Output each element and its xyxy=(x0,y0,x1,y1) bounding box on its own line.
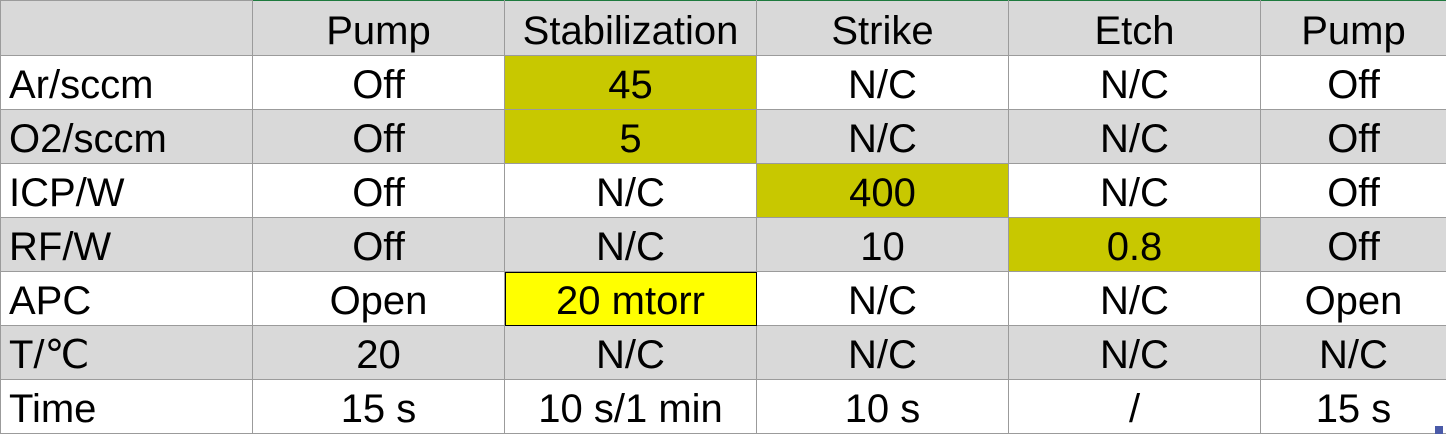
table-row-time: Time 15 s 10 s/1 min 10 s / 15 s xyxy=(0,379,1446,434)
table-cell[interactable]: 15 s xyxy=(1260,379,1446,434)
table-cell[interactable]: Off xyxy=(1260,163,1446,218)
table-cell[interactable]: 15 s xyxy=(252,379,505,434)
table-cell[interactable]: N/C xyxy=(504,163,757,218)
table-cell[interactable]: N/C xyxy=(1008,325,1261,380)
header-pump-2-cell[interactable]: Pump xyxy=(1260,0,1446,56)
table-cell[interactable]: N/C xyxy=(504,217,757,272)
table-cell[interactable]: Open xyxy=(1260,271,1446,326)
table-row-apc: APC Open 20 mtorr N/C N/C Open xyxy=(0,271,1446,326)
table-cell[interactable]: N/C xyxy=(1008,271,1261,326)
header-pump-cell[interactable]: Pump xyxy=(252,0,505,56)
table-row-rf: RF/W Off N/C 10 0.8 Off xyxy=(0,217,1446,272)
table-cell[interactable]: Off xyxy=(252,163,505,218)
table-cell[interactable]: 20 xyxy=(252,325,505,380)
table-cell[interactable]: Off xyxy=(1260,217,1446,272)
row-label-cell[interactable]: Time xyxy=(0,379,253,434)
table-row-temp: T/℃ 20 N/C N/C N/C N/C xyxy=(0,325,1446,380)
table-cell[interactable]: N/C xyxy=(1008,163,1261,218)
table-cell[interactable]: Off xyxy=(252,55,505,110)
header-strike-cell[interactable]: Strike xyxy=(756,0,1009,56)
table-cell[interactable]: 10 xyxy=(756,217,1009,272)
row-label-cell[interactable]: RF/W xyxy=(0,217,253,272)
row-label-cell[interactable]: T/℃ xyxy=(0,325,253,380)
highlighted-cell[interactable]: 20 mtorr xyxy=(504,271,757,326)
table-row-icp: ICP/W Off N/C 400 N/C Off xyxy=(0,163,1446,218)
table-cell[interactable]: N/C xyxy=(1260,325,1446,380)
table-cell[interactable]: N/C xyxy=(1008,109,1261,164)
table-cell[interactable]: 10 s/1 min xyxy=(504,379,757,434)
table-cell[interactable]: N/C xyxy=(756,55,1009,110)
header-etch-cell[interactable]: Etch xyxy=(1008,0,1261,56)
row-label-cell[interactable]: APC xyxy=(0,271,253,326)
table-cell[interactable]: Open xyxy=(252,271,505,326)
header-stabilization-cell[interactable]: Stabilization xyxy=(504,0,757,56)
header-corner-cell[interactable] xyxy=(0,0,253,56)
table-cell[interactable]: N/C xyxy=(756,271,1009,326)
row-label-cell[interactable]: ICP/W xyxy=(0,163,253,218)
table-cell[interactable]: Off xyxy=(252,109,505,164)
table-cell[interactable]: N/C xyxy=(756,325,1009,380)
row-label-cell[interactable]: Ar/sccm xyxy=(0,55,253,110)
highlighted-cell[interactable]: 400 xyxy=(756,163,1009,218)
table-cell[interactable]: Off xyxy=(1260,55,1446,110)
highlighted-cell[interactable]: 5 xyxy=(504,109,757,164)
header-row: Pump Stabilization Strike Etch Pump xyxy=(0,0,1446,56)
table-cell[interactable]: 10 s xyxy=(756,379,1009,434)
table-row-ar: Ar/sccm Off 45 N/C N/C Off xyxy=(0,55,1446,110)
highlighted-cell[interactable]: 0.8 xyxy=(1008,217,1261,272)
table-cell[interactable]: / xyxy=(1008,379,1261,434)
fill-handle-icon[interactable] xyxy=(1435,426,1443,434)
table-cell[interactable]: N/C xyxy=(1008,55,1261,110)
table-cell[interactable]: Off xyxy=(252,217,505,272)
table-cell[interactable]: Off xyxy=(1260,109,1446,164)
table-row-o2: O2/sccm Off 5 N/C N/C Off xyxy=(0,109,1446,164)
row-label-cell[interactable]: O2/sccm xyxy=(0,109,253,164)
highlighted-cell[interactable]: 45 xyxy=(504,55,757,110)
table-cell[interactable]: N/C xyxy=(504,325,757,380)
table-cell[interactable]: N/C xyxy=(756,109,1009,164)
